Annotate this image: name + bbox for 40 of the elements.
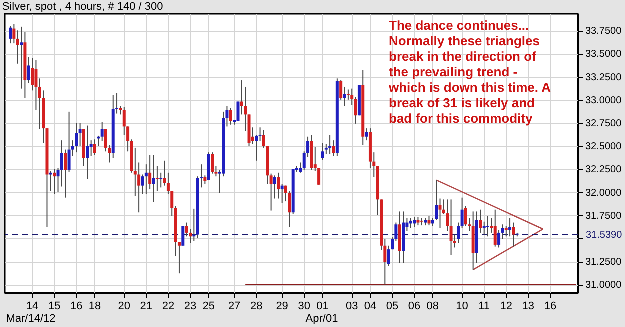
y-tick-label: 32.5000 [586,142,622,153]
chart-title: Silver, spot , 4 hours, # 140 / 300 [2,1,164,13]
text: Apr/01 [306,313,338,325]
x-tick-label: 04 [364,300,377,312]
x-tick-label: 16 [70,300,83,312]
x-tick-label: 13 [522,300,535,312]
x-tick-label: 11 [478,300,490,312]
x-tick-label: 05 [386,300,399,312]
annotation: The dance continues... Normally these triangles break in the direction of the prevailing trend - which is down this time. A break of 31 is likely and bad for this commodity [388,18,552,126]
y-tick-label: 31.0000 [586,280,622,292]
x-tick-label: 10 [456,300,468,312]
x-tick-label: 20 [118,300,130,312]
y-tick-label: 32.7500 [586,118,622,130]
x-tick-label: 21 [140,300,153,312]
x-tick-label: 28 [250,300,263,312]
x-tick-label: 15 [48,300,61,312]
x-tick-label: 16 [544,300,557,312]
x-tick-label: 12 [500,300,512,312]
y-tick-label: 32.2500 [586,164,622,176]
y-tick-label: 32.0000 [586,188,622,199]
x-tick-label: 08 [426,300,440,312]
x-tick-label: 01 [316,300,329,312]
y-tick-label: 33.0000 [586,95,622,106]
y-tick-label: 31.7500 [586,210,622,222]
y-tick-label: 31.2500 [586,257,622,268]
y-tick-label: 33.7500 [586,26,622,38]
x-tick-label: 03 [346,300,358,312]
x-tick-label: 14 [26,300,39,312]
x-tick-label: 30 [298,300,310,312]
x-tick-label: 27 [228,300,241,312]
x-tick-label: 23 [184,300,197,312]
x-tick-label: 06 [408,300,421,312]
y-tick-label: 33.2500 [586,72,622,84]
x-tick-label: 29 [276,300,288,312]
x-tick-label: 25 [202,300,215,312]
x-tick-label: 18 [88,300,102,312]
y-tick-label: 33.5000 [586,49,622,60]
ref-line-label: 31.5390 [586,230,623,241]
text: Mar/14/12 [6,313,56,325]
x-tick-label: 22 [162,300,175,312]
